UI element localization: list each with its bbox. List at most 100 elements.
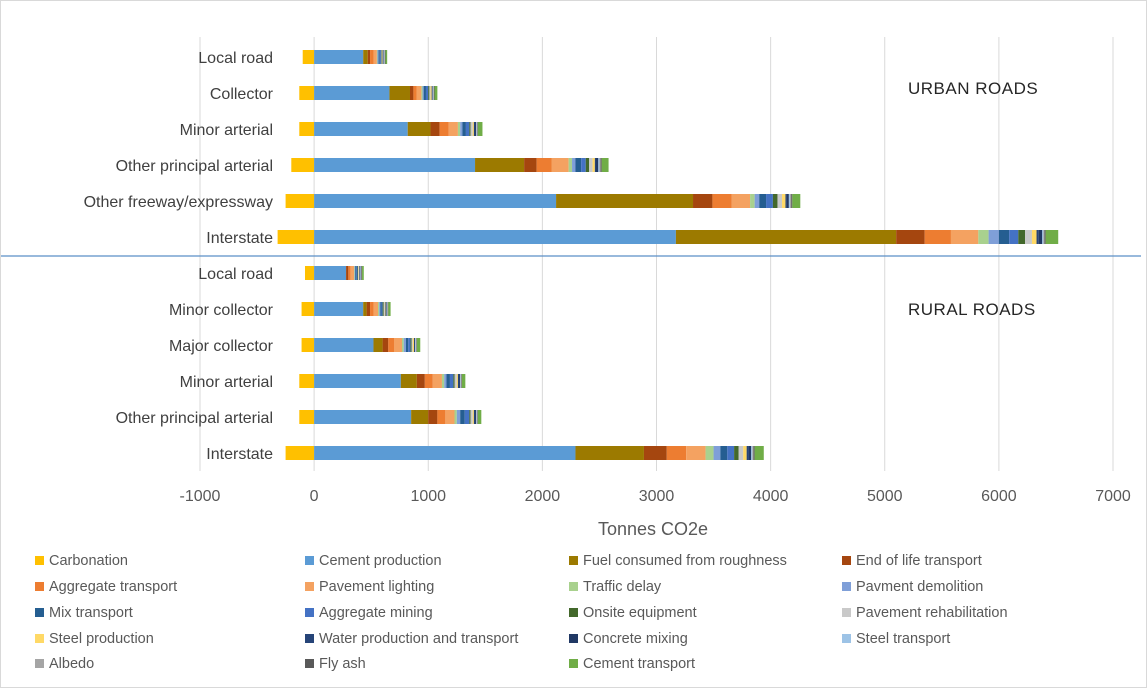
legend-label-carbonation: Carbonation (49, 553, 128, 569)
bar-rural-roads-other-principal-arterial-fuel-consumed-from-roughness (411, 410, 429, 424)
bar-rural-roads-interstate-traffic-delay (705, 446, 714, 460)
bar-urban-roads-other-principal-arterial-end-of-life-transport (524, 158, 537, 172)
bar-urban-roads-interstate-steel-production (1031, 230, 1037, 244)
legend-swatch-mix-transport (35, 608, 44, 617)
legend-label-pavment-demolition: Pavment demolition (856, 579, 983, 595)
bar-urban-roads-minor-arterial-traffic-delay (457, 122, 461, 136)
bar-rural-roads-minor-arterial-steel-production (456, 374, 458, 388)
bar-urban-roads-minor-arterial-carbonation (299, 122, 315, 136)
bar-urban-roads-interstate-pavment-demolition (988, 230, 999, 244)
bar-urban-roads-other-principal-arterial-cement-production (314, 158, 476, 172)
bar-urban-roads-other-freeway-expressway-water-production-and-transport (785, 194, 787, 208)
x-tick-label-6000: 6000 (981, 488, 1017, 505)
x-tick-label-2000: 2000 (525, 488, 561, 505)
bar-rural-roads-interstate-steel-transport (751, 446, 753, 460)
legend-swatch-cement-production (305, 556, 314, 565)
bar-urban-roads-interstate-aggregate-transport (924, 230, 951, 244)
bar-rural-roads-other-principal-arterial-pavment-demolition (456, 410, 461, 424)
category-label-rural-roads-local-road: Local road (198, 266, 273, 283)
bar-urban-roads-local-road-onsite-equipment (380, 50, 382, 64)
bar-rural-roads-local-road-end-of-life-transport (346, 266, 349, 280)
bar-rural-roads-major-collector-pavment-demolition (403, 338, 406, 352)
bar-rural-roads-minor-arterial-pavement-lighting (432, 374, 442, 388)
bar-rural-roads-minor-collector-concrete-mixing (386, 302, 387, 316)
bar-urban-roads-minor-arterial-aggregate-transport (439, 122, 449, 136)
bar-rural-roads-other-principal-arterial-carbonation (299, 410, 315, 424)
bar-urban-roads-minor-arterial-aggregate-mining (465, 122, 470, 136)
bar-rural-roads-major-collector-cement-transport (416, 338, 421, 352)
category-label-urban-roads-collector: Collector (210, 86, 274, 103)
region-label-rural: RURAL ROADS (908, 300, 1036, 319)
bar-urban-roads-local-road-aggregate-transport (370, 50, 374, 64)
bar-rural-roads-major-collector-albedo (415, 338, 417, 352)
gridlines (1, 37, 1141, 471)
bar-rural-roads-minor-collector-fuel-consumed-from-roughness (363, 302, 367, 316)
bar-rural-roads-minor-arterial-fuel-consumed-from-roughness (400, 374, 417, 388)
bar-rural-roads-minor-collector-aggregate-mining (381, 302, 383, 316)
bar-rural-roads-local-road-carbonation (304, 266, 315, 280)
bar-urban-roads-collector-aggregate-mining (425, 86, 429, 100)
bar-urban-roads-other-freeway-expressway-aggregate-mining (766, 194, 773, 208)
bar-rural-roads-local-road-fly-ash (361, 266, 363, 280)
bar-rural-roads-minor-collector-end-of-life-transport (366, 302, 371, 316)
bar-urban-roads-local-road-end-of-life-transport (367, 50, 371, 64)
bar-rural-roads-interstate-fuel-consumed-from-roughness (575, 446, 644, 460)
category-label-rural-roads-minor-arterial: Minor arterial (180, 374, 273, 391)
bar-urban-roads-other-freeway-expressway-fly-ash (791, 194, 793, 208)
bar-rural-roads-major-collector-traffic-delay (402, 338, 404, 352)
bar-rural-roads-interstate-pavement-rehabilitation (738, 446, 744, 460)
x-tick-label-0: 0 (310, 488, 319, 505)
bar-rural-roads-other-principal-arterial-cement-production (314, 410, 412, 424)
bar-urban-roads-interstate-carbonation (277, 230, 315, 244)
bar-rural-roads-local-road-aggregate-mining (356, 266, 358, 280)
bar-urban-roads-other-freeway-expressway-steel-transport (788, 194, 791, 208)
category-label-urban-roads-other-principal-arterial: Other principal arterial (116, 158, 273, 175)
bar-urban-roads-other-principal-arterial-carbonation (291, 158, 315, 172)
bar-urban-roads-collector-cement-transport (434, 86, 438, 100)
bar-rural-roads-major-collector-onsite-equipment (410, 338, 412, 352)
x-tick-label-1000: -1000 (180, 488, 221, 505)
bar-urban-roads-interstate-traffic-delay (978, 230, 989, 244)
bar-rural-roads-local-road-mix-transport (355, 266, 357, 280)
x-tick-label-7000: 7000 (1095, 488, 1131, 505)
bar-urban-roads-minor-arterial-concrete-mixing (475, 122, 477, 136)
legend-label-cement-transport: Cement transport (583, 656, 695, 672)
legend-label-aggregate-transport: Aggregate transport (49, 579, 177, 595)
bar-urban-roads-local-road-steel-transport (383, 50, 385, 64)
bar-urban-roads-other-freeway-expressway-carbonation (285, 194, 315, 208)
bar-urban-roads-collector-cement-production (314, 86, 390, 100)
bar-rural-roads-local-road-traffic-delay (354, 266, 355, 280)
bar-rural-roads-interstate-cement-transport (754, 446, 764, 460)
bar-rural-roads-interstate-aggregate-transport (666, 446, 687, 460)
bar-urban-roads-local-road-albedo (384, 50, 385, 64)
bar-rural-roads-other-principal-arterial-cement-transport (477, 410, 482, 424)
bar-urban-roads-collector-traffic-delay (421, 86, 423, 100)
legend-label-fly-ash: Fly ash (319, 656, 366, 672)
bar-rural-roads-minor-collector-fly-ash (387, 302, 389, 316)
bar-rural-roads-major-collector-mix-transport (405, 338, 409, 352)
bar-rural-roads-local-road-steel-transport (360, 266, 361, 280)
bar-urban-roads-other-freeway-expressway-mix-transport (759, 194, 767, 208)
bar-urban-roads-other-principal-arterial-steel-production (592, 158, 595, 172)
bar-rural-roads-other-principal-arterial-steel-production (472, 410, 474, 424)
legend-label-pavement-rehabilitation: Pavement rehabilitation (856, 605, 1008, 621)
bar-urban-roads-minor-arterial-steel-transport (476, 122, 477, 136)
bar-rural-roads-major-collector-pavement-rehabilitation (411, 338, 413, 352)
bar-rural-roads-interstate-concrete-mixing (748, 446, 752, 460)
bar-urban-roads-other-freeway-expressway-cement-production (314, 194, 557, 208)
x-tick-label-4000: 4000 (753, 488, 789, 505)
bar-urban-roads-minor-arterial-albedo (476, 122, 478, 136)
legend-label-end-of-life-transport: End of life transport (856, 553, 982, 569)
bar-rural-roads-interstate-fly-ash (753, 446, 755, 460)
bar-rural-roads-minor-arterial-end-of-life-transport (416, 374, 425, 388)
bar-urban-roads-local-road-concrete-mixing (383, 50, 384, 64)
bar-urban-roads-other-principal-arterial-steel-transport (598, 158, 600, 172)
bar-urban-roads-local-road-water-production-and-transport (382, 50, 384, 64)
bar-urban-roads-other-freeway-expressway-end-of-life-transport (693, 194, 713, 208)
bar-rural-roads-minor-collector-onsite-equipment (382, 302, 384, 316)
bar-urban-roads-minor-arterial-cement-transport (477, 122, 483, 136)
bar-urban-roads-other-freeway-expressway-cement-transport (792, 194, 801, 208)
bar-rural-roads-minor-arterial-cement-transport (461, 374, 466, 388)
